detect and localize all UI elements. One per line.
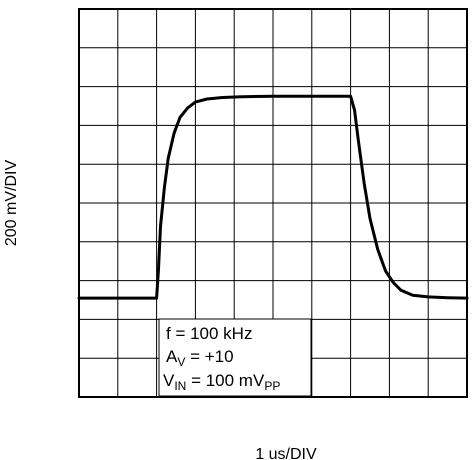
y-axis-label: 200 mV/DIV: [3, 160, 20, 247]
plot-frame: [78, 8, 468, 398]
input-voltage-annotation: VIN = 100 mVPP: [163, 371, 280, 393]
settings-annotation: f = 100 kHz AV = +10 VIN = 100 mVPP: [158, 318, 312, 397]
gain-annotation: AV = +10: [166, 347, 234, 369]
annotation-box: [158, 318, 312, 397]
x-axis-label: 1 us/DIV: [255, 446, 317, 460]
waveform-trace: [77, 94, 469, 300]
frequency-annotation: f = 100 kHz: [166, 324, 252, 343]
